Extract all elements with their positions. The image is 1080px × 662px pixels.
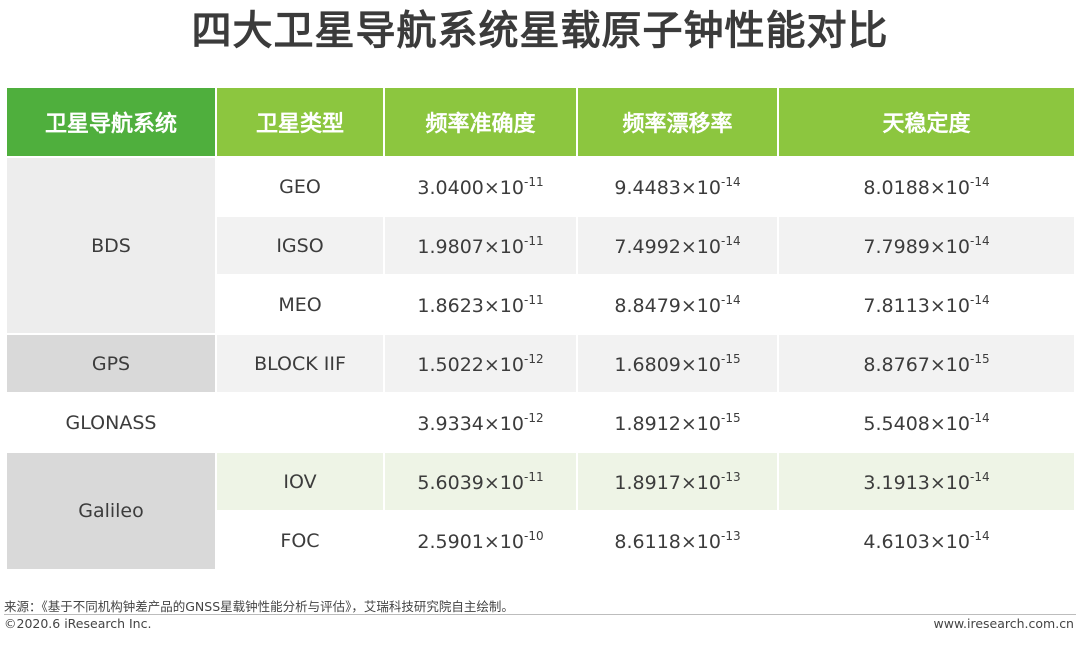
accuracy-cell: 1.5022×10-12 [383,333,578,394]
stability-cell: 7.8113×10-14 [777,274,1076,335]
accuracy-cell: 2.5901×10-10 [383,510,578,571]
drift-cell: 9.4483×10-14 [576,156,779,217]
system-cell: BDS [5,156,217,335]
footer-divider [4,614,1076,615]
type-cell: BLOCK IIF [215,333,385,394]
stability-cell: 7.7989×10-14 [777,215,1076,276]
header-system: 卫星导航系统 [5,86,217,158]
header-frequency-drift: 频率漂移率 [576,86,779,158]
header-satellite-type: 卫星类型 [215,86,385,158]
website-link[interactable]: www.iresearch.com.cn [933,616,1075,631]
system-cell: GLONASS [5,392,217,453]
table-row: BDS GEO 3.0400×10-11 9.4483×10-14 8.0188… [5,156,1076,335]
stability-cell: 8.8767×10-15 [777,333,1076,394]
stability-cell: 8.0188×10-14 [777,156,1076,217]
accuracy-cell: 1.8623×10-11 [383,274,578,335]
drift-cell: 1.6809×10-15 [576,333,779,394]
page-title: 四大卫星导航系统星载原子钟性能对比 [191,8,889,54]
drift-cell: 1.8912×10-15 [576,392,779,453]
type-cell: MEO [215,274,385,335]
table-row: Galileo IOV 5.6039×10-11 1.8917×10-13 3.… [5,451,1076,571]
stability-cell: 3.1913×10-14 [777,451,1076,512]
table-header-row: 卫星导航系统 卫星类型 频率准确度 频率漂移率 天稳定度 [5,86,1076,158]
stability-cell: 5.5408×10-14 [777,392,1076,453]
copyright-text: ©2020.6 iResearch Inc. [4,616,152,631]
system-cell: GPS [5,333,217,394]
drift-cell: 1.8917×10-13 [576,451,779,512]
source-note: 来源：《基于不同机构钟差产品的GNSS星载钟性能分析与评估》，艾瑞科技研究院自主… [4,599,514,614]
type-cell [215,392,385,453]
type-cell: GEO [215,156,385,217]
drift-cell: 8.8479×10-14 [576,274,779,335]
type-cell: IGSO [215,215,385,276]
table-row: FOC 2.5901×10-10 8.6118×10-13 4.6103×10-… [6,510,1076,571]
drift-cell: 7.4992×10-14 [576,215,779,276]
header-frequency-accuracy: 频率准确度 [383,86,578,158]
drift-cell: 8.6118×10-13 [576,510,779,571]
accuracy-cell: 5.6039×10-11 [383,451,578,512]
type-cell: IOV [215,451,385,512]
table-row: MEO 1.8623×10-11 8.8479×10-14 7.8113×10-… [6,274,1076,335]
accuracy-cell: 1.9807×10-11 [383,215,578,276]
system-cell: Galileo [5,451,217,571]
table-row: IGSO 1.9807×10-11 7.4992×10-14 7.7989×10… [6,215,1076,276]
accuracy-cell: 3.9334×10-12 [383,392,578,453]
table-row: GLONASS 3.9334×10-12 1.8912×10-15 5.5408… [5,392,1076,453]
accuracy-cell: 3.0400×10-11 [383,156,578,217]
comparison-table: 卫星导航系统 卫星类型 频率准确度 频率漂移率 天稳定度 BDS GEO 3.0… [5,86,1076,571]
type-cell: FOC [215,510,385,571]
header-daily-stability: 天稳定度 [777,86,1076,158]
stability-cell: 4.6103×10-14 [777,510,1076,571]
table-row: GPS BLOCK IIF 1.5022×10-12 1.6809×10-15 … [5,333,1076,394]
